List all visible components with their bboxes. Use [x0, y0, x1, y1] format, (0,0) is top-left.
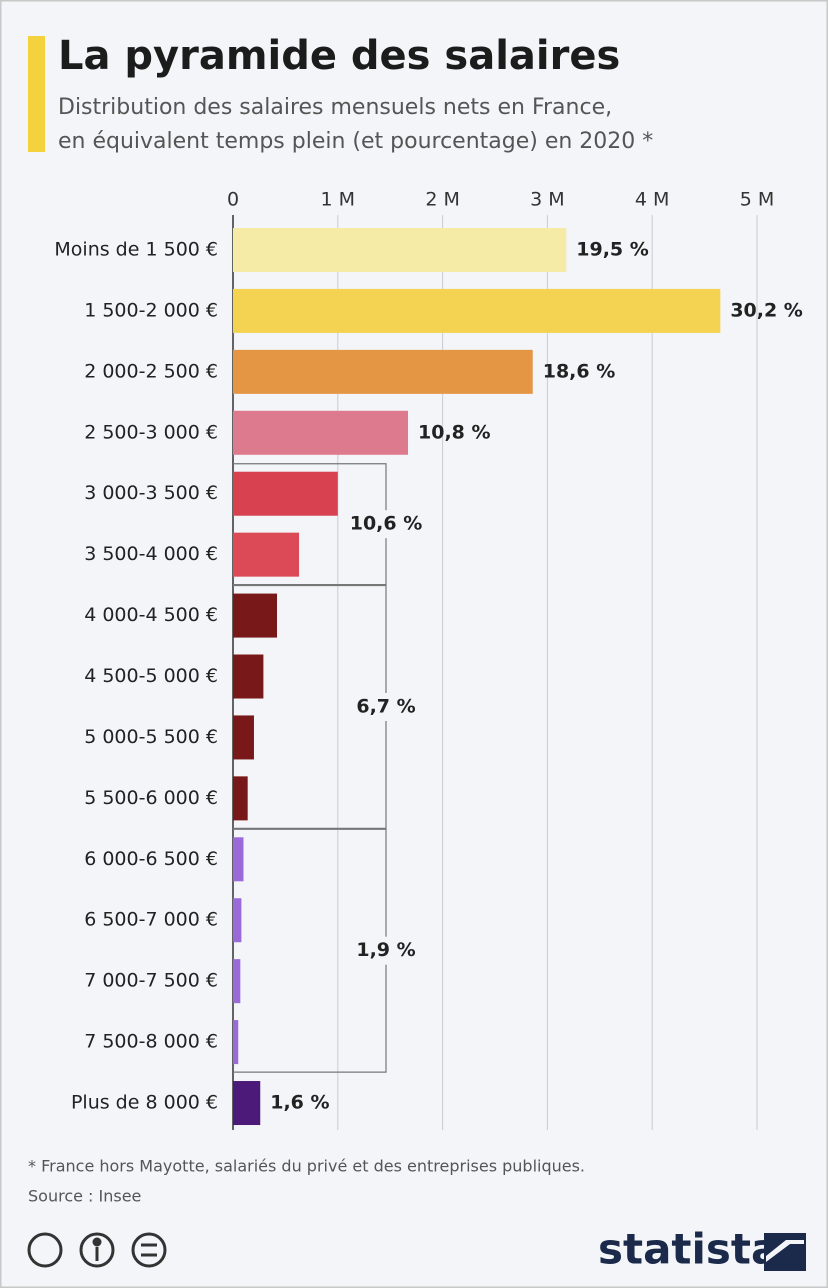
source: Source : Insee [28, 1187, 141, 1206]
bar [233, 654, 264, 699]
category-label: 4 000-4 500 € [84, 604, 218, 626]
group-label: 10,6 % [350, 513, 423, 535]
category-label: 6 000-6 500 € [84, 848, 218, 870]
title: La pyramide des salaires [58, 33, 620, 79]
bar [233, 593, 278, 638]
x-tick-label: 3 M [530, 189, 565, 211]
value-label: 10,8 % [418, 421, 491, 443]
group-label-bg [354, 936, 418, 965]
category-label: 7 000-7 500 € [84, 970, 218, 992]
bar [233, 349, 533, 394]
bar [233, 837, 244, 882]
group-label-bg [354, 510, 418, 539]
bar [233, 715, 254, 760]
category-label: Moins de 1 500 € [54, 239, 218, 261]
group-label: 6,7 % [356, 695, 415, 717]
category-label: 2 500-3 000 € [84, 421, 218, 443]
value-label: 18,6 % [543, 360, 616, 382]
x-tick-label: 5 M [740, 189, 775, 211]
brand-logo: statista [598, 1225, 779, 1274]
bar [233, 228, 567, 272]
bar [233, 1020, 239, 1065]
bar [233, 410, 409, 455]
value-label: 30,2 % [730, 299, 803, 321]
category-label: Plus de 8 000 € [71, 1092, 218, 1114]
group-label: 1,9 % [356, 939, 415, 961]
x-tick-label: 0 [227, 189, 239, 211]
category-label: 6 500-7 000 € [84, 909, 218, 931]
footnote: * France hors Mayotte, salariés du privé… [28, 1157, 585, 1176]
bar [233, 532, 300, 577]
group-label-bg [354, 692, 418, 721]
x-tick-label: 4 M [635, 189, 670, 211]
category-label: 5 500-6 000 € [84, 787, 218, 809]
x-tick-label: 2 M [425, 189, 460, 211]
bar [233, 776, 248, 821]
category-label: 4 500-5 000 € [84, 665, 218, 687]
bar [233, 898, 242, 943]
subtitle: Distribution des salaires mensuels nets … [58, 95, 612, 120]
bar [233, 1081, 261, 1126]
category-label: 2 000-2 500 € [84, 360, 218, 382]
category-label: 3 500-4 000 € [84, 543, 218, 565]
category-label: 3 000-3 500 € [84, 482, 218, 504]
category-label: 1 500-2 000 € [84, 299, 218, 321]
category-label: 7 500-8 000 € [84, 1031, 218, 1053]
value-label: 19,5 % [576, 239, 649, 261]
brand-mark [764, 1233, 806, 1271]
bar [233, 959, 241, 1004]
category-label: 5 000-5 500 € [84, 726, 218, 748]
subtitle: en équivalent temps plein (et pourcentag… [58, 129, 653, 154]
license-icons [27, 1232, 167, 1268]
bar [233, 288, 721, 333]
bar [233, 471, 338, 516]
accent-bar [28, 36, 45, 152]
value-label: 1,6 % [270, 1092, 329, 1114]
x-tick-label: 1 M [321, 189, 356, 211]
